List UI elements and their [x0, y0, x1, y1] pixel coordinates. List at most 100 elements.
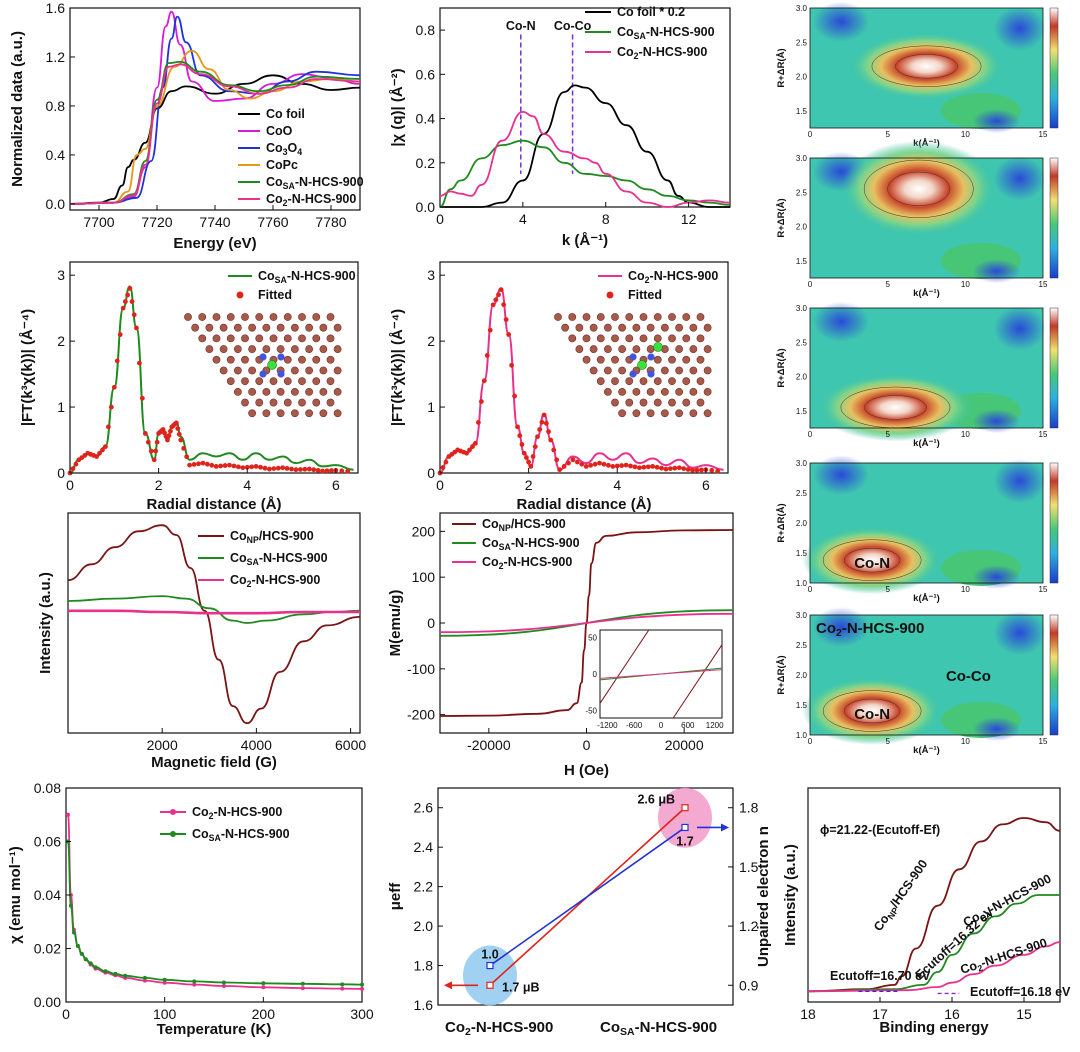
- y-axis-label: Intensity (a.u.): [782, 844, 799, 946]
- carbon-atom: [219, 323, 228, 332]
- data-point: [162, 980, 167, 985]
- carbon-atom: [269, 334, 278, 343]
- carbon-atom: [689, 409, 698, 418]
- carbon-atom: [603, 387, 612, 396]
- carbon-atom: [326, 398, 335, 407]
- heatmap-peak: [802, 677, 943, 745]
- panel-ft_sa: 0 2 4 6 0 1 2 3 Radial distance (Å) |FT(k³χ(k))| …: [19, 261, 359, 513]
- fit-point: [187, 462, 193, 468]
- carbon-atom: [611, 313, 619, 321]
- cobalt-atom: [653, 342, 663, 352]
- fit-point: [519, 442, 525, 447]
- y2-tick-label: 1.5: [739, 859, 759, 875]
- x-tick-label: 0: [66, 477, 74, 493]
- fit-point: [168, 428, 173, 434]
- x-tick-label: 4: [519, 211, 527, 227]
- carbon-atom: [625, 377, 634, 386]
- fit-point: [129, 299, 135, 304]
- x-tick-label: 10: [961, 585, 970, 594]
- x-tick-label: 10: [961, 130, 970, 139]
- fit-point: [694, 467, 700, 473]
- heatmap-region: [813, 1, 870, 42]
- fit-point: [306, 466, 312, 472]
- nitrogen-atom: [277, 353, 285, 361]
- fit-point: [293, 467, 299, 473]
- wavelet-panel-3: 5 10 15 0 1.5 2.0 2.5 3.0 k(Å⁻¹) R+ΔR(Å): [776, 301, 1059, 449]
- y-tick-label: 1.5: [796, 257, 808, 266]
- x-tick-label: 2: [525, 477, 533, 493]
- y-tick-label: 3: [57, 267, 65, 283]
- carbon-atom: [696, 377, 705, 386]
- x-tick-label: -20000: [467, 737, 511, 753]
- x-tick-label: 10: [961, 280, 970, 289]
- x-axis-label: Temperature (K): [157, 1021, 272, 1038]
- y-tick-label: 2.0: [796, 671, 808, 680]
- legend-label: CoSA-N-HCS-900: [230, 551, 328, 567]
- carbon-atom: [233, 323, 242, 332]
- series-line: [67, 840, 363, 986]
- fit-point: [557, 467, 563, 473]
- curve-label: CoNP/HCS-900: [871, 857, 932, 935]
- carbon-atom: [618, 366, 627, 375]
- inset-x-tick: 600: [681, 721, 695, 730]
- carbon-atom: [675, 409, 684, 418]
- data-point: [113, 971, 118, 976]
- fit-point: [244, 464, 250, 470]
- fit-point: [690, 467, 695, 473]
- data-point: [261, 985, 266, 990]
- fit-point: [117, 332, 123, 337]
- carbon-atom: [625, 313, 634, 321]
- x-category-label: Co2-N-HCS-900: [445, 1019, 553, 1038]
- x-tick-label: 15: [1039, 280, 1048, 289]
- fit-point: [94, 454, 99, 459]
- peak-label: Co-N: [854, 555, 890, 572]
- fit-point: [154, 439, 160, 445]
- plot-frame: [69, 261, 359, 474]
- y-axis-label: Normalized data (a.u.): [9, 31, 26, 187]
- carbon-atom: [205, 323, 214, 332]
- data-point: [221, 983, 226, 988]
- y-tick-label: 2.5: [796, 641, 808, 650]
- carbon-atom: [703, 323, 712, 332]
- data-point: [340, 986, 345, 991]
- data-point: [123, 973, 128, 978]
- data-point: [681, 804, 689, 812]
- x-tick-label: 0: [808, 585, 813, 594]
- carbon-atom: [283, 313, 292, 321]
- carbon-atom: [233, 387, 242, 396]
- data-point: [192, 979, 197, 984]
- plot-frame: [65, 787, 363, 1003]
- carbon-atom: [632, 409, 641, 418]
- y-tick-label: 2.5: [796, 338, 808, 347]
- x-tick-label: 2000: [147, 737, 178, 753]
- inset-loop: [599, 629, 650, 704]
- fit-point: [284, 465, 290, 471]
- fit-point: [467, 447, 472, 453]
- plot-frame: [439, 7, 731, 208]
- fit-point: [240, 465, 246, 471]
- inset-loop: [672, 644, 723, 719]
- x-tick-label: 200: [252, 1006, 276, 1022]
- fit-point: [493, 297, 499, 303]
- fit-point: [153, 448, 159, 454]
- y-tick-label: 2.5: [796, 188, 808, 197]
- x-tick-label: 0: [583, 737, 591, 753]
- fit-point: [574, 459, 580, 465]
- carbon-atom: [333, 366, 342, 375]
- carbon-atom: [333, 323, 342, 332]
- carbon-atom: [668, 398, 676, 407]
- y-axis-label: |FT(k³χ(k))| (Å⁻⁴): [19, 309, 36, 426]
- x-axis-label: H (Oe): [564, 762, 609, 779]
- carbon-atom: [276, 387, 285, 396]
- carbon-atom: [241, 377, 249, 386]
- carbon-atom: [326, 355, 335, 364]
- molecule-inset: [184, 313, 342, 418]
- carbon-atom: [198, 313, 207, 321]
- nitrogen-atom: [629, 370, 637, 378]
- carbon-atom: [660, 409, 669, 418]
- y-tick-label: 2.0: [796, 223, 808, 232]
- fit-point: [103, 444, 108, 450]
- nitrogen-atom: [259, 370, 267, 378]
- fit-point: [165, 437, 170, 443]
- y-tick-label: 0.04: [34, 887, 61, 903]
